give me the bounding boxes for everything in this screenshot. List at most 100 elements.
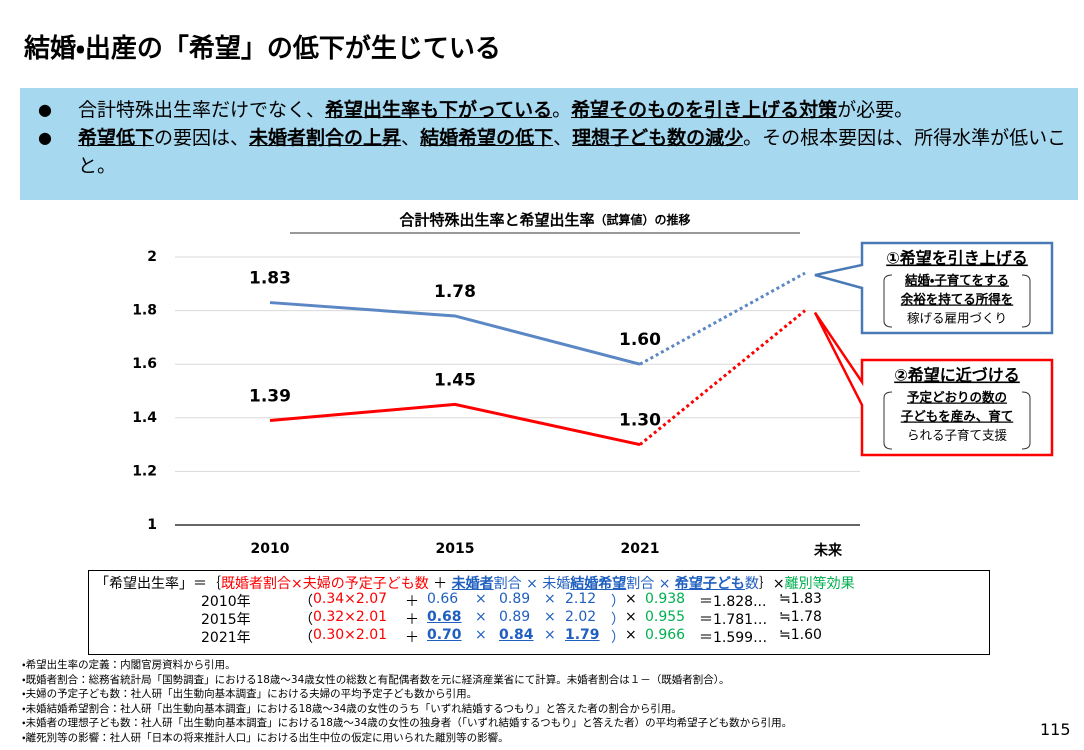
formula-cell: 0.68 [427, 609, 462, 625]
y-tick-label: 1.4 [132, 410, 157, 426]
formula-term: 数 [744, 576, 759, 592]
y-tick-label: 1 [147, 517, 157, 533]
formula-cell: × [475, 609, 487, 625]
formula-term: 割合 × 未婚 [493, 576, 571, 592]
formula-cell: ≒1.60 [779, 627, 822, 643]
formula-cell: × [475, 591, 487, 607]
formula-cell: 0.70 [427, 627, 462, 643]
formula-cell: 2.12 [565, 591, 597, 607]
formula-cell: 0.84 [499, 627, 534, 643]
bullet-box: 合計特殊出生率だけでなく、希望出生率も下がっている。希望そのものを引き上げる対策… [20, 88, 1078, 200]
formula-cell: 0.32×2.01 [313, 609, 388, 625]
y-tick-label: 2 [147, 249, 157, 265]
formula-term: ＋ [428, 576, 452, 592]
formula-cell: × [544, 627, 556, 643]
formula-cell: 0.66 [427, 591, 459, 607]
formula-cell: 2.02 [565, 609, 597, 625]
formula-cell: × [544, 609, 556, 625]
bullet-text: 希望低下 [78, 127, 155, 149]
formula-term: 既婚者割合×夫婦の予定子ども数 [221, 576, 429, 592]
data-label: 1.78 [434, 282, 476, 302]
formula-cell: 0.955 [645, 609, 686, 625]
formula-cell: ） [611, 630, 625, 646]
projection-line [639, 271, 806, 366]
bullet-text: 、 [553, 127, 573, 149]
note-line: ・夫婦の予定子ども数：社人研「出生動向基本調査」における夫婦の平均予定子ども数か… [22, 688, 478, 701]
chart-title: 合計特殊出生率と希望出生率（試算値）の推移 [399, 211, 690, 229]
data-label: 1.60 [619, 330, 661, 350]
callout-bracket [883, 391, 1031, 450]
callout-box [814, 241, 1054, 335]
callout-line: 稼げる雇用づくり [907, 311, 1007, 326]
callout-line: 子どもを産み、育て [901, 409, 1014, 424]
callout-bracket [883, 274, 1031, 328]
formula-cell: 2021年 [201, 630, 251, 646]
notes: ・希望出生率の定義：内閣官房資料から引用。 ・既婚者割合：総務省統計局「国勢調査」… [22, 658, 792, 746]
projection-line [639, 309, 806, 446]
formula-term: ｝× [758, 576, 785, 592]
formula-cell: 0.30×2.01 [313, 627, 388, 643]
formula-term: 希望子ども [674, 576, 745, 592]
formula-head: 「希望出生率」＝｛既婚者割合×夫婦の予定子ども数 ＋ 未婚者割合 × 未婚結婚希… [95, 573, 855, 593]
formula-cell: 0.938 [645, 591, 686, 607]
formula-cell: ＋ [405, 594, 419, 610]
formula-cell: （ [299, 612, 313, 628]
data-label: 1.30 [619, 411, 661, 431]
callout-line: 余裕を持てる所得を [901, 292, 1014, 307]
formula-cell: 0.89 [499, 609, 531, 625]
page-number: 115 [1040, 720, 1071, 739]
chart-title-main: 合計特殊出生率と希望出生率 [399, 211, 594, 229]
formula-term: 未婚者 [451, 576, 494, 592]
formula-cell: 0.89 [499, 591, 531, 607]
x-tick-label: 未来 [814, 542, 843, 559]
bullet-text: 。その根本要因は、所得水準が低いこと。 [78, 127, 1067, 177]
note-line: ・未婚結婚希望割合：社人研「出生動向基本調査」における18歳～34歳の女性のうち… [22, 702, 682, 715]
chart: 合計特殊出生率と希望出生率（試算値）の推移 1 1.2 1.4 1.6 1.8 2 2010 2… [132, 211, 1054, 559]
formula-cell: 0.966 [645, 627, 686, 643]
formula-term: 割合 × [626, 576, 675, 592]
bullet-text: 理想子ども数の減少 [572, 127, 744, 149]
data-label: 1.45 [434, 370, 476, 390]
formula-cell: 1.79 [565, 627, 600, 643]
x-tick-label: 2021 [621, 541, 660, 557]
formula-cell: × [475, 627, 487, 643]
note-line: ・希望出生率の定義：内閣官房資料から引用。 [22, 659, 236, 671]
formula-cell: ＝1.781… [699, 612, 768, 628]
formula-cell: ＋ [405, 630, 419, 646]
formula-cell: × [544, 591, 556, 607]
y-tick-label: 1.6 [132, 356, 157, 372]
callout-title: ①希望を引き上げる [886, 249, 1028, 268]
note-line: ・未婚者の理想子ども数：社人研「出生動向基本調査」における18歳～34歳の女性の… [22, 717, 793, 730]
formula-cell: × [625, 591, 637, 607]
callout-line: 結婚・子育てをする [904, 273, 1009, 288]
formula-term: 離別等効果 [784, 576, 855, 592]
bullet-text: が必要。 [837, 99, 914, 121]
slide-title: 結婚・出産の「希望」の低下が生じている [24, 34, 501, 64]
y-tick-label: 1.2 [132, 463, 157, 479]
note-line: ・離死別等の影響：社人研「日本の将来推計人口」における出生中位の仮定に用いられた… [22, 731, 509, 744]
formula-box: 「希望出生率」＝｛既婚者割合×夫婦の予定子ども数 ＋ 未婚者割合 × 未婚結婚希… [88, 570, 990, 655]
chart-title-note: （試算値）の推移 [595, 212, 691, 227]
data-label: 1.39 [249, 386, 291, 406]
formula-cell: （ [299, 630, 313, 646]
formula-cell: ＝1.828... [699, 594, 767, 610]
data-label: 1.83 [249, 269, 291, 289]
bullet-text: 。 [552, 99, 572, 121]
callout-line: 予定どおりの数の [907, 390, 1007, 405]
formula-cell: 0.34×2.07 [313, 591, 388, 607]
formula-cell: 2010年 [201, 594, 251, 610]
bullet-text: の要因は、 [154, 127, 250, 149]
formula-term: 「希望出生率」＝｛ [95, 576, 221, 592]
formula-term: 結婚希望 [570, 576, 627, 592]
bullet: 希望低下の要因は、未婚者割合の上昇、結婚希望の低下、理想子ども数の減少。その根本… [38, 124, 1068, 180]
callout-box [813, 311, 1054, 457]
callout-line: られる子育て支援 [907, 428, 1008, 443]
formula-cell: × [625, 627, 637, 643]
bullet-text: 希望そのものを引き上げる対策 [571, 99, 838, 121]
formula-cell: ≒1.78 [779, 609, 822, 625]
formula-cell: （ [299, 594, 313, 610]
bullet: 合計特殊出生率だけでなく、希望出生率も下がっている。希望そのものを引き上げる対策… [38, 96, 1068, 124]
bullet-text: 未婚者割合の上昇 [249, 127, 402, 149]
bullet-text: 合計特殊出生率だけでなく、 [78, 99, 326, 121]
formula-cell: ） [611, 594, 625, 610]
